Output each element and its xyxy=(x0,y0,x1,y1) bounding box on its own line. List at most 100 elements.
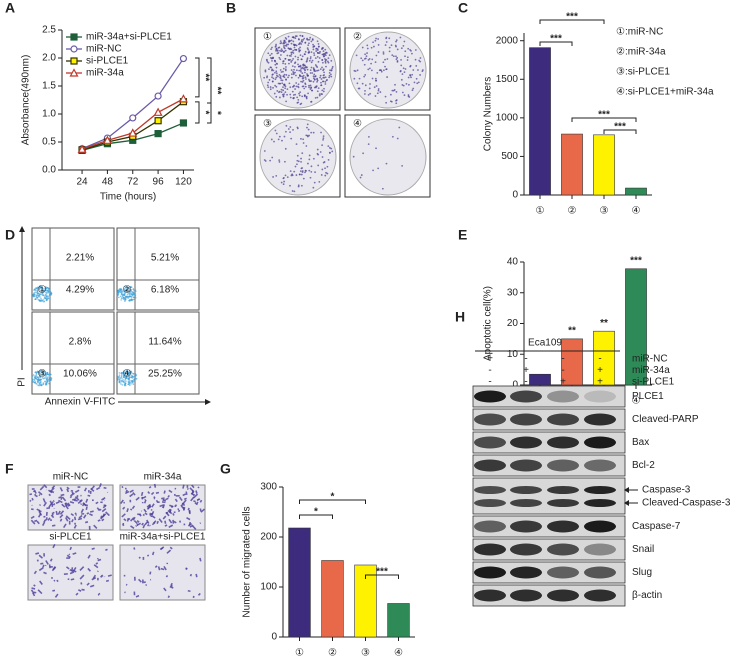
colony xyxy=(269,54,272,57)
event xyxy=(118,290,121,292)
event xyxy=(123,296,125,299)
cell xyxy=(132,492,136,496)
colony xyxy=(271,80,274,83)
event xyxy=(44,286,47,288)
event xyxy=(123,383,126,386)
colony xyxy=(275,43,277,46)
cell xyxy=(151,515,156,519)
cell xyxy=(100,574,104,577)
colony xyxy=(395,90,398,93)
colony xyxy=(301,81,304,83)
colony xyxy=(317,43,320,45)
colony xyxy=(355,54,358,57)
colony xyxy=(304,69,307,72)
colony xyxy=(270,48,273,51)
band-label: Caspase-7 xyxy=(632,521,681,532)
colony xyxy=(407,94,410,96)
y-tick-label: 10 xyxy=(507,349,519,360)
cell xyxy=(75,592,79,596)
colony xyxy=(389,93,392,96)
colony xyxy=(366,44,369,47)
event xyxy=(121,377,123,380)
colony xyxy=(303,53,306,56)
colony xyxy=(289,184,291,187)
colony xyxy=(272,86,274,89)
cell xyxy=(186,517,191,521)
cell xyxy=(81,588,85,591)
cell xyxy=(182,484,185,489)
event xyxy=(123,380,126,382)
colony xyxy=(282,183,285,186)
colony xyxy=(312,43,314,46)
cell xyxy=(29,499,32,502)
cell xyxy=(121,513,126,518)
cell xyxy=(62,523,67,529)
event xyxy=(132,376,134,378)
event xyxy=(128,290,131,293)
cell xyxy=(52,543,56,549)
blot-band xyxy=(584,436,616,449)
flow-plot xyxy=(31,311,115,395)
colony xyxy=(366,52,368,54)
cell xyxy=(170,584,173,588)
cell xyxy=(138,556,141,559)
event xyxy=(48,291,50,293)
cell xyxy=(194,501,197,505)
cell xyxy=(93,564,99,569)
colony xyxy=(297,76,300,79)
colony xyxy=(325,65,327,68)
event xyxy=(119,289,122,292)
colony xyxy=(317,60,320,63)
colony xyxy=(395,102,398,105)
marker xyxy=(179,119,188,127)
colony xyxy=(316,40,319,43)
colony xyxy=(303,67,306,69)
colony xyxy=(278,46,281,49)
colony xyxy=(279,49,281,52)
colony xyxy=(326,60,329,63)
event xyxy=(42,375,45,377)
cell xyxy=(124,490,130,495)
colony xyxy=(316,66,319,69)
cell xyxy=(156,520,159,525)
treatment-sign: + xyxy=(560,377,566,388)
colony xyxy=(280,79,283,82)
colony xyxy=(263,150,266,152)
significance-label: ** xyxy=(568,326,576,337)
colony xyxy=(284,41,287,44)
marker xyxy=(129,114,137,122)
cell xyxy=(52,503,56,506)
colony xyxy=(276,49,279,52)
colony xyxy=(328,151,331,154)
colony xyxy=(304,94,306,97)
colony xyxy=(304,50,307,53)
cell xyxy=(160,567,165,571)
colony xyxy=(300,80,302,83)
event xyxy=(37,380,40,382)
colony xyxy=(286,88,289,91)
significance-bracket xyxy=(571,117,637,122)
colony xyxy=(395,40,397,43)
band-label: β-actin xyxy=(632,590,662,601)
colony xyxy=(324,167,326,170)
colony xyxy=(404,55,406,58)
colony xyxy=(373,86,376,89)
colony xyxy=(296,154,299,157)
colony xyxy=(295,82,298,84)
blot-band xyxy=(510,566,542,579)
marker xyxy=(153,107,163,116)
blot-band xyxy=(547,459,579,472)
cell xyxy=(52,500,55,503)
event xyxy=(41,300,44,302)
significance-label: * xyxy=(211,111,222,115)
colony xyxy=(309,80,311,83)
colony xyxy=(400,47,403,50)
colony xyxy=(299,46,302,49)
cell xyxy=(174,505,176,508)
blot-band xyxy=(584,459,616,472)
colony xyxy=(316,148,319,151)
colony xyxy=(291,59,293,62)
colony xyxy=(307,162,309,165)
cell xyxy=(36,508,41,512)
colony xyxy=(298,92,300,95)
